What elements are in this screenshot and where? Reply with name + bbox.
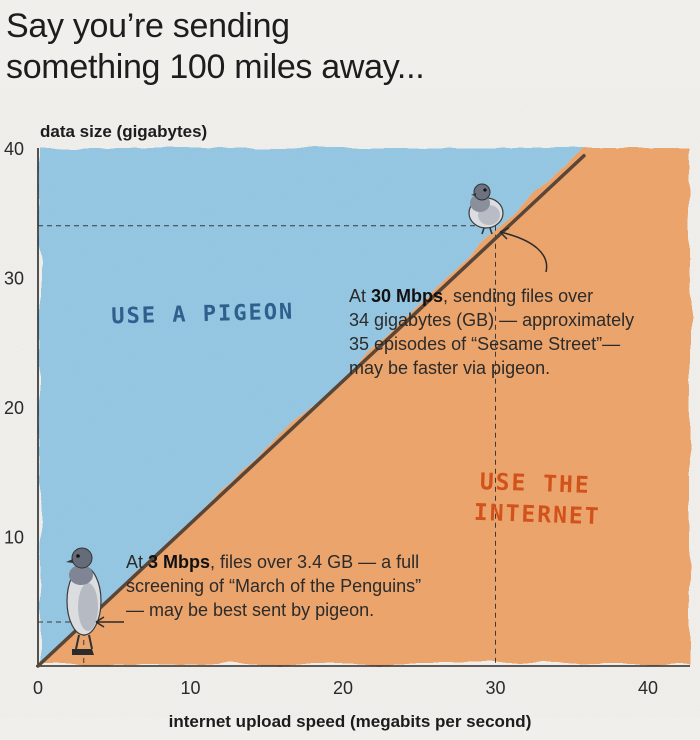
- x-tick-label: 40: [638, 678, 658, 698]
- annotation-30mbps-line-4: may be faster via pigeon.: [349, 358, 551, 378]
- annotation-30mbps: At 30 Mbps, sending files over 34 gigaby…: [349, 284, 634, 380]
- annotation-30mbps-post: , sending files over: [443, 286, 594, 306]
- y-axis-label: data size (gigabytes): [40, 122, 207, 141]
- pigeon-icon: [66, 547, 102, 655]
- annotation-3mbps-speed: 3 Mbps: [148, 552, 211, 572]
- use-the-internet-label-line-1: USE THE: [479, 469, 591, 499]
- annotation-30mbps-line-2: 34 gigabytes (GB) — approximately: [349, 310, 635, 330]
- annotation-3mbps-line-2: screening of “March of the Penguins”: [126, 576, 422, 596]
- headline-line-1: Say you’re sending: [6, 7, 290, 45]
- arrow-icon: [499, 231, 548, 273]
- use-a-pigeon-label: USE A PIGEON: [111, 300, 295, 330]
- arrow-head: [499, 227, 510, 240]
- x-tick-label: 20: [333, 678, 353, 698]
- headline: Say you’re sending something 100 miles a…: [6, 6, 425, 88]
- annotation-30mbps-speed: 30 Mbps: [371, 286, 444, 306]
- annotation-3mbps: At 3 Mbps, files over 3.4 GB — a full sc…: [126, 550, 421, 622]
- x-tick-label: 10: [180, 678, 200, 698]
- x-tick-label: 30: [485, 678, 505, 698]
- headline-line-2: something 100 miles away...: [6, 48, 425, 86]
- annotation-30mbps-line-1: At 30 Mbps, sending files over: [349, 284, 634, 308]
- annotation-3mbps-post: , files over 3.4 GB — a full: [210, 552, 420, 572]
- x-tick-label: 0: [33, 678, 43, 698]
- annotation-3mbps-pre: At: [126, 552, 149, 572]
- use-the-internet-label-line-2: INTERNET: [473, 500, 601, 530]
- x-tick-labels: 0 10 20 30 40: [33, 678, 658, 698]
- annotation-3mbps-line-3: — may be best sent by pigeon.: [126, 600, 375, 620]
- y-tick-label: 30: [4, 269, 24, 289]
- annotation-30mbps-line-3: 35 episodes of “Sesame Street”—: [349, 334, 621, 354]
- pigeon-icon: [468, 183, 504, 235]
- y-tick-labels: 40 30 20 10: [4, 139, 24, 548]
- annotation-30mbps-pre: At: [349, 286, 372, 306]
- paper-texture: [40, 140, 690, 665]
- arrow-head: [95, 616, 105, 628]
- annotation-3mbps-line-1: At 3 Mbps, files over 3.4 GB — a full: [126, 550, 421, 574]
- x-axis-label: internet upload speed (megabits per seco…: [169, 712, 532, 731]
- y-tick-label: 20: [4, 398, 24, 418]
- y-tick-label: 10: [4, 528, 24, 548]
- boundary-line: [36, 154, 586, 668]
- y-tick-label: 40: [4, 139, 24, 159]
